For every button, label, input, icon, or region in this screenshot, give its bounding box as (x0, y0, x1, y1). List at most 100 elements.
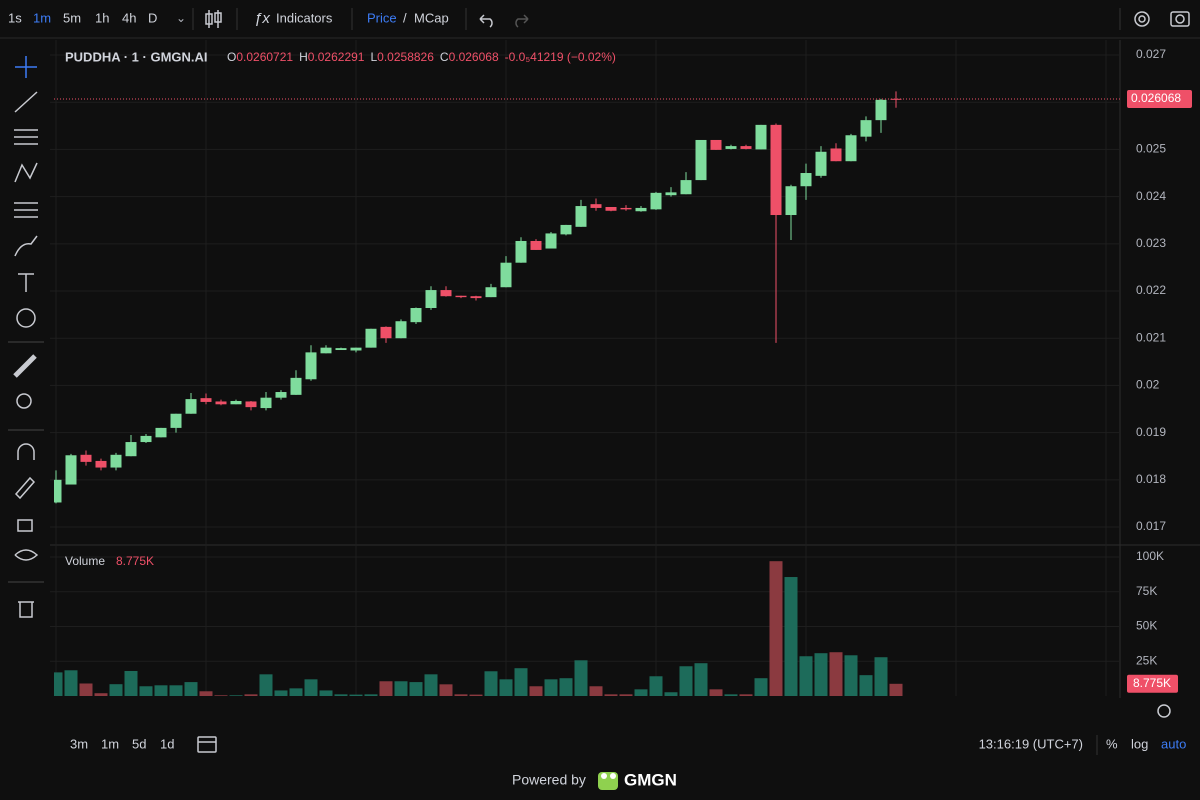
ruler-tool[interactable] (13, 354, 37, 378)
volume-bar (364, 694, 378, 696)
clock: 13:16:19 (UTC+7) (979, 736, 1083, 751)
candle-body (695, 139, 707, 181)
candle-body (260, 397, 272, 409)
volume-bar (484, 671, 498, 696)
o-label: O (227, 50, 236, 64)
range-button[interactable]: 1m (101, 736, 119, 751)
candle-body (560, 224, 572, 235)
axes: 0.017 0.018 0.019 0.02 0.021 0.022 0.023 0.024 0… (54, 47, 1192, 693)
volume-bar (289, 688, 303, 696)
lock-drawing-tool[interactable] (14, 476, 36, 500)
candle-body (740, 146, 752, 149)
open-value: 0.0260721 (236, 50, 293, 64)
crosshair-tool[interactable] (15, 56, 37, 78)
undo[interactable] (479, 14, 493, 28)
projection-tool[interactable] (14, 202, 38, 218)
volume-bar (469, 694, 483, 696)
interval-button[interactable]: 4h (122, 10, 136, 25)
range-button[interactable]: 3m (70, 736, 88, 751)
volume-bar (844, 655, 858, 696)
indicators-button[interactable]: Indicators (276, 10, 333, 25)
volume-bar (874, 657, 888, 696)
volume-bar (454, 694, 468, 696)
zoom-tool[interactable] (16, 393, 32, 409)
volume-bar (229, 695, 243, 696)
candle-body (140, 435, 152, 443)
volume-bar (379, 681, 393, 696)
volume-bar (574, 660, 588, 696)
volume-bar (244, 694, 258, 696)
volume-tick-label: 75K (1136, 584, 1157, 598)
candle-body (845, 135, 857, 162)
volume-last: 8.775K (116, 554, 154, 568)
high-value: 0.0262291 (308, 50, 365, 64)
screenshot[interactable] (1170, 11, 1190, 27)
range-button[interactable]: 5d (132, 736, 146, 751)
volume-bar (424, 674, 438, 696)
volume-bar (124, 670, 138, 696)
magnet-tool[interactable] (17, 443, 35, 460)
interval-button[interactable]: D (148, 10, 157, 25)
percent-toggle[interactable]: % (1106, 736, 1118, 751)
auto-scale[interactable] (1157, 704, 1171, 718)
volume-bar (54, 672, 63, 696)
interval-button[interactable]: 1s (8, 10, 22, 25)
chevron[interactable]: ⌄ (176, 11, 186, 25)
pattern-tool[interactable] (14, 162, 38, 183)
fx-icon[interactable]: ƒx (254, 10, 270, 27)
drawing-toolbar (8, 56, 44, 618)
delete-tool[interactable] (18, 601, 34, 618)
interval-button[interactable]: 1m (33, 10, 51, 25)
h-label: H (299, 50, 308, 64)
candle-body (665, 192, 677, 196)
candle-body (215, 401, 227, 405)
candle-body (395, 321, 407, 339)
log-toggle[interactable]: log (1131, 736, 1148, 751)
volume-bar (769, 561, 783, 696)
candle-body (110, 454, 122, 468)
volume-bar (499, 679, 513, 696)
slash: / (403, 10, 407, 25)
l-label: L (370, 50, 377, 64)
y-tick-label: 0.019 (1136, 425, 1166, 439)
plot-area (54, 91, 903, 696)
price-toggle[interactable]: Price (367, 10, 397, 25)
y-tick-label: 0.022 (1136, 283, 1166, 297)
candle-body (380, 326, 392, 339)
date-range[interactable] (197, 736, 217, 753)
text-tool[interactable] (18, 273, 34, 292)
volume-bar (169, 685, 183, 696)
c-label: C (440, 50, 449, 64)
trendline-tool[interactable] (14, 91, 38, 113)
settings[interactable] (1134, 11, 1150, 27)
auto-toggle[interactable]: auto (1161, 736, 1186, 751)
volume-bar (709, 689, 723, 696)
candle-icon[interactable] (205, 10, 222, 28)
volume-bar (604, 694, 618, 696)
redo[interactable] (515, 14, 529, 28)
candle-body (95, 460, 107, 468)
y-tick-label: 0.018 (1136, 472, 1166, 486)
brush-tool[interactable] (14, 235, 38, 257)
candle-body (470, 296, 482, 299)
volume-tick-label: 50K (1136, 619, 1157, 633)
fib-tool[interactable] (14, 129, 38, 145)
volume-bar (664, 692, 678, 696)
candle-body (575, 206, 587, 227)
lock-tool[interactable] (17, 519, 33, 532)
candle-body (170, 413, 182, 428)
interval-button[interactable]: 1h (95, 10, 109, 25)
candle-body (755, 124, 767, 150)
toolbar: ⌄ ƒx Indicators Price / MCap 1s 1m 5m 1h 4h D (8, 8, 1190, 30)
interval-button[interactable]: 5m (63, 10, 81, 25)
mcap-toggle[interactable]: MCap (414, 10, 449, 25)
visibility-tool[interactable] (14, 549, 39, 561)
volume-bar (109, 684, 123, 696)
brand: GMGN (624, 770, 677, 789)
candle-body (365, 328, 377, 348)
emoji-tool[interactable] (16, 308, 36, 328)
range-button[interactable]: 1d (160, 736, 174, 751)
candle-body (785, 186, 797, 216)
volume-bar (139, 686, 153, 696)
